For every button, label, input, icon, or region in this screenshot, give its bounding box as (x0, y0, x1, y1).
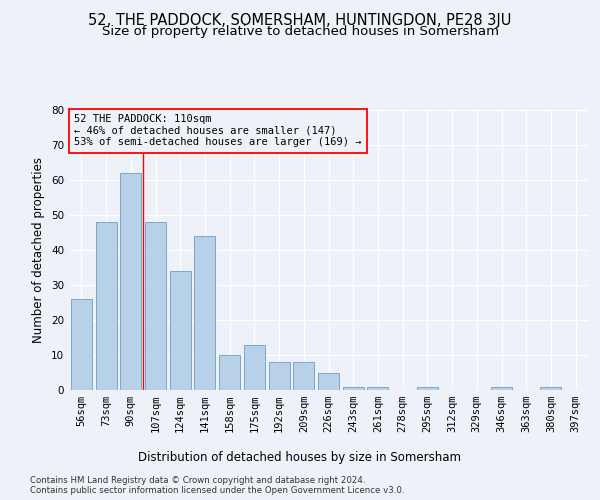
Text: Distribution of detached houses by size in Somersham: Distribution of detached houses by size … (139, 451, 461, 464)
Bar (219, 355, 240, 390)
Bar (194, 236, 215, 390)
Y-axis label: Number of detached properties: Number of detached properties (32, 157, 46, 343)
Bar (318, 372, 339, 390)
Bar (491, 386, 512, 390)
Text: 52 THE PADDOCK: 110sqm
← 46% of detached houses are smaller (147)
53% of semi-de: 52 THE PADDOCK: 110sqm ← 46% of detached… (74, 114, 362, 148)
Bar (417, 386, 438, 390)
Bar (244, 344, 265, 390)
Bar (367, 386, 388, 390)
Text: 52, THE PADDOCK, SOMERSHAM, HUNTINGDON, PE28 3JU: 52, THE PADDOCK, SOMERSHAM, HUNTINGDON, … (88, 12, 512, 28)
Bar (269, 362, 290, 390)
Bar (145, 222, 166, 390)
Bar (95, 222, 116, 390)
Text: Size of property relative to detached houses in Somersham: Size of property relative to detached ho… (101, 25, 499, 38)
Bar (71, 299, 92, 390)
Bar (293, 362, 314, 390)
Bar (170, 271, 191, 390)
Text: Contains public sector information licensed under the Open Government Licence v3: Contains public sector information licen… (30, 486, 404, 495)
Text: Contains HM Land Registry data © Crown copyright and database right 2024.: Contains HM Land Registry data © Crown c… (30, 476, 365, 485)
Bar (120, 173, 141, 390)
Bar (343, 386, 364, 390)
Bar (541, 386, 562, 390)
